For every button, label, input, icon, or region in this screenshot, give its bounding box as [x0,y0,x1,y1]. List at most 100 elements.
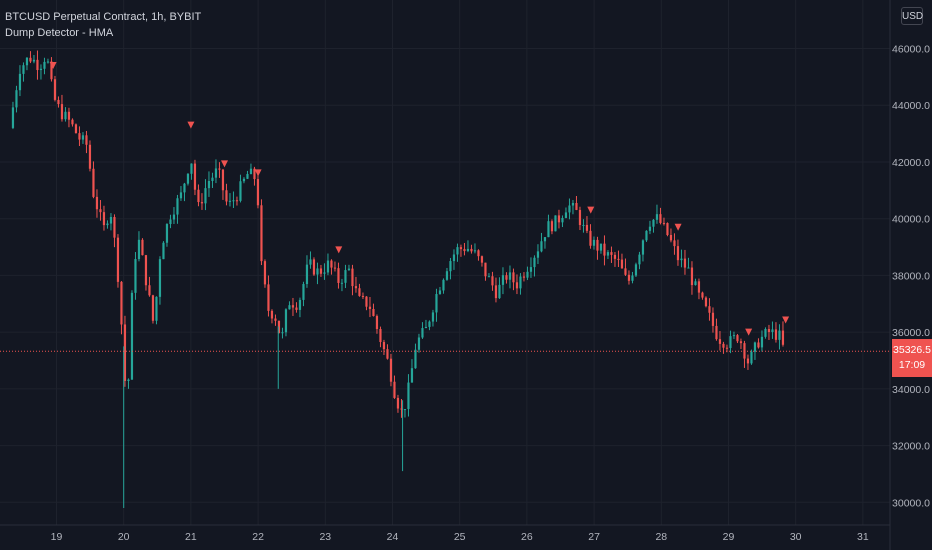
candle-body [267,284,270,311]
candle [540,232,543,253]
candle-body [32,59,36,62]
candle-body [365,296,368,307]
candle [505,272,508,284]
candle [15,85,18,113]
candle-body [424,326,428,329]
candle [337,262,340,289]
candle [43,57,46,75]
candle-body [666,223,669,236]
candle-body [753,342,757,352]
candle-body [99,209,102,213]
candle [116,234,120,288]
candle [309,251,312,269]
candle [74,123,78,134]
candle [340,278,344,292]
candle [421,322,424,339]
candle [414,343,417,369]
candle-body [214,168,218,178]
candle-body [620,259,624,269]
candle-body [270,310,274,319]
candle [361,292,365,300]
candle-body [536,251,540,258]
candle [183,182,186,202]
candle [225,183,228,206]
candle-body [221,169,225,191]
candle-body [123,324,127,381]
candle-body [358,288,361,296]
symbol-title: BTCUSD Perpetual Contract, 1h, BYBIT [5,11,202,23]
candle-body [571,202,575,206]
candle-body [39,68,43,71]
candle [477,249,480,261]
y-tick-label: 38000.0 [892,270,930,282]
candle-body [718,339,722,344]
candle [781,321,785,347]
candle [326,253,330,276]
candle-body [277,320,281,333]
candle-body [74,124,78,134]
candle [162,241,165,260]
candle-body [379,329,382,343]
candle [179,186,183,201]
candle-body [428,321,431,327]
candle [211,172,214,188]
candle [235,196,239,206]
candle-body [351,268,354,287]
candle [645,230,648,242]
candle [435,288,438,322]
candle-body [568,205,571,213]
candle-body [113,217,116,238]
candle [585,216,589,234]
candle-body [228,200,232,202]
candle-body [36,59,39,71]
candle [743,340,746,368]
candle-body [697,281,701,293]
candle [410,359,414,383]
candle-body [319,268,323,274]
candle [680,249,683,268]
candle [694,278,697,286]
candle [396,394,400,413]
candle-body [326,260,330,273]
candle-body [543,237,547,242]
candle [277,320,281,334]
indicator-label[interactable]: Dump Detector - HMA [5,27,114,39]
candle [561,215,564,228]
candle [274,314,277,326]
candle-body [53,79,57,100]
candle-body [155,296,158,321]
candle-body [284,309,288,333]
candle-body [561,217,564,223]
candle [113,214,116,248]
candle-body [372,308,375,317]
candle [480,255,484,267]
currency-button[interactable]: USD [901,7,923,25]
candle [393,375,396,399]
candle-body [466,248,470,252]
candle-body [249,168,253,175]
candle [470,244,473,254]
candle [281,327,284,339]
candle [25,57,29,71]
candle-body [676,246,680,261]
candle-body [669,235,673,241]
candle-body [382,342,386,350]
candle [568,198,571,220]
candle [550,219,554,235]
candle [200,193,204,210]
candle-body [610,252,613,255]
candle-body [501,275,505,285]
candle [53,75,57,102]
y-tick-label: 32000.0 [892,441,930,453]
candle-body [673,240,676,247]
candle [228,193,232,207]
candle [648,220,652,235]
candle-body [606,252,610,256]
candle-body [634,264,638,276]
candle [547,214,550,238]
candle-body [186,173,190,184]
candle [218,162,221,178]
dump-signal-marker [674,223,682,231]
candle [456,243,459,262]
